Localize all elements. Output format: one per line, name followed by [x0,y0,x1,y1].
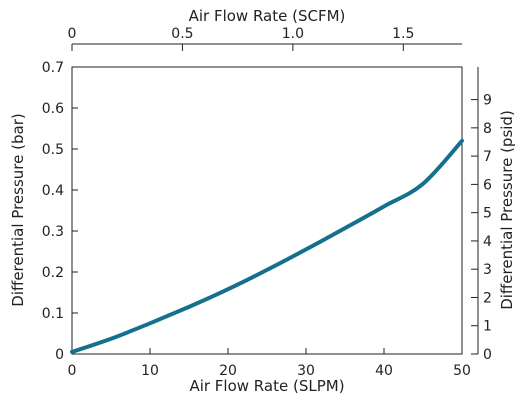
bottom-axis-ticks: 0 10 20 30 40 50 [68,348,471,379]
right-tick-label: 9 [483,93,492,109]
right-tick-label: 8 [483,121,492,137]
x-tick-label: 10 [141,363,159,379]
top-axis: 0 0.5 1.0 1.5 [68,26,462,51]
y-tick-label: 0.7 [42,60,64,76]
x-tick-label: 0 [68,363,77,379]
y-tick-label: 0.1 [42,306,64,322]
x-axis-title: Air Flow Rate (SLPM) [189,377,344,395]
y-tick-label: 0.3 [42,224,64,240]
y-tick-label: 0.5 [42,142,64,158]
top-tick-label: 0.5 [171,26,193,42]
top-tick-label: 1.0 [282,26,304,42]
y-tick-label: 0.4 [42,183,64,199]
right-tick-label: 3 [483,262,492,278]
y-axis-title: Differential Pressure (bar) [9,113,27,306]
right-tick-label: 6 [483,177,492,193]
series-layer [70,138,464,354]
right-axis: 0 1 2 3 4 5 6 7 8 9 [471,67,492,363]
top-axis-title: Air Flow Rate (SCFM) [189,7,346,25]
right-tick-label: 4 [483,234,492,250]
right-tick-label: 5 [483,206,492,222]
y-tick-label: 0.2 [42,265,64,281]
top-tick-label: 0 [68,26,77,42]
top-tick-label: 1.5 [392,26,414,42]
pressure-curve [70,138,464,354]
plot-frame [71,66,463,355]
left-axis-ticks: 0 0.1 0.2 0.3 0.4 0.5 0.6 0.7 [42,60,78,363]
x-tick-label: 40 [375,363,393,379]
right-axis-title: Differential Pressure (psid) [498,110,516,310]
y-tick-label: 0 [55,347,64,363]
right-tick-label: 7 [483,149,492,165]
x-tick-label: 20 [219,363,237,379]
x-tick-label: 50 [453,363,471,379]
y-tick-label: 0.6 [42,101,64,117]
x-tick-label: 30 [297,363,315,379]
right-tick-label: 2 [483,290,492,306]
right-tick-label: 1 [483,319,492,335]
right-tick-label: 0 [483,347,492,363]
plot-area [71,66,463,355]
